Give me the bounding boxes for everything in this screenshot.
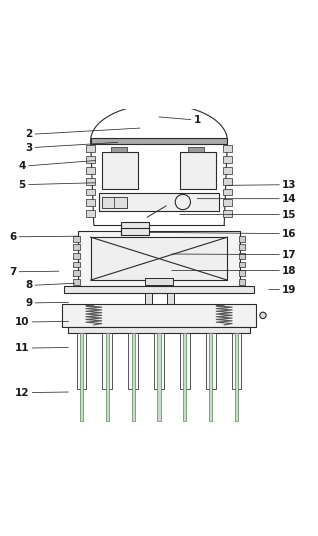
Text: 3: 3 — [25, 143, 118, 153]
Text: 17: 17 — [172, 250, 297, 259]
Bar — [121, 222, 149, 235]
Bar — [73, 236, 80, 242]
Bar — [180, 333, 190, 389]
Bar — [73, 253, 80, 259]
Bar — [99, 193, 219, 211]
Bar — [86, 156, 95, 163]
Bar — [209, 333, 212, 421]
Bar — [86, 178, 95, 185]
Text: 6: 6 — [9, 232, 78, 242]
Text: 7: 7 — [9, 267, 59, 277]
Bar — [102, 152, 138, 189]
Bar — [128, 333, 138, 389]
Bar — [77, 333, 86, 389]
Bar — [238, 270, 245, 276]
Circle shape — [175, 195, 190, 210]
Bar — [78, 232, 240, 287]
Bar — [64, 286, 254, 293]
Bar — [154, 333, 164, 389]
Bar — [223, 189, 232, 196]
Bar — [238, 253, 245, 259]
Bar — [157, 333, 161, 421]
Text: 1: 1 — [159, 115, 201, 125]
Bar — [106, 333, 109, 421]
Bar — [132, 333, 135, 421]
Bar — [223, 156, 232, 163]
Bar — [223, 210, 232, 217]
Bar — [111, 147, 127, 152]
Bar — [86, 210, 95, 217]
Text: 5: 5 — [19, 180, 95, 190]
Bar — [223, 145, 232, 152]
Bar — [183, 333, 186, 421]
Bar — [232, 333, 241, 389]
Text: 14: 14 — [197, 193, 297, 204]
Bar — [206, 333, 216, 389]
Bar — [235, 333, 238, 421]
Bar — [86, 189, 95, 196]
Bar — [73, 279, 80, 285]
Text: 9: 9 — [25, 298, 68, 308]
Text: 18: 18 — [172, 265, 297, 276]
Bar — [86, 199, 95, 206]
Bar — [223, 178, 232, 185]
Bar — [91, 138, 227, 144]
Circle shape — [260, 312, 266, 318]
Bar — [91, 237, 227, 280]
Text: 19: 19 — [269, 285, 297, 295]
Bar — [73, 270, 80, 276]
Bar — [188, 147, 204, 152]
Bar — [238, 236, 245, 242]
Bar — [73, 244, 80, 250]
Text: 15: 15 — [180, 210, 297, 220]
Text: 13: 13 — [227, 180, 297, 190]
Bar — [73, 262, 80, 267]
Bar — [145, 279, 173, 286]
Bar — [180, 152, 216, 189]
Bar — [80, 333, 83, 421]
Bar — [86, 167, 95, 174]
Text: 11: 11 — [15, 343, 68, 353]
Bar — [238, 244, 245, 250]
Text: 12: 12 — [15, 388, 68, 398]
Text: 10: 10 — [15, 317, 68, 327]
Bar — [102, 333, 112, 389]
Bar — [62, 304, 256, 327]
Bar — [223, 167, 232, 174]
Bar — [238, 262, 245, 267]
Bar — [238, 279, 245, 285]
Bar — [167, 293, 174, 304]
Text: 2: 2 — [25, 128, 140, 139]
Text: 4: 4 — [18, 160, 95, 171]
Bar — [223, 199, 232, 206]
Text: 8: 8 — [25, 280, 75, 291]
Bar — [68, 327, 250, 333]
Bar — [145, 293, 152, 304]
Text: 16: 16 — [149, 229, 297, 239]
Bar — [86, 145, 95, 152]
Bar — [102, 197, 127, 207]
